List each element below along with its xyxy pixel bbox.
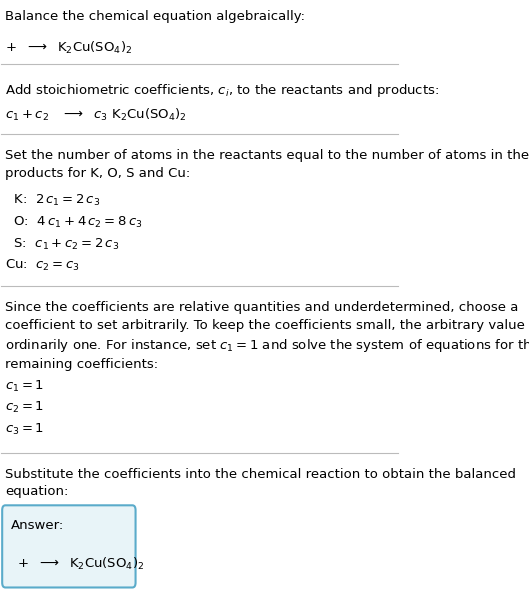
Text: $+$  $\longrightarrow$  $\mathrm{K_2Cu(SO_4)_2}$: $+$ $\longrightarrow$ $\mathrm{K_2Cu(SO_… xyxy=(17,555,144,572)
Text: Add stoichiometric coefficients, $c_i$, to the reactants and products:: Add stoichiometric coefficients, $c_i$, … xyxy=(5,82,440,99)
Text: $c_1 = 1$: $c_1 = 1$ xyxy=(5,378,44,393)
Text: Since the coefficients are relative quantities and underdetermined, choose a
coe: Since the coefficients are relative quan… xyxy=(5,301,529,371)
FancyBboxPatch shape xyxy=(2,505,135,588)
Text: $+$  $\longrightarrow$  $\mathrm{K_2Cu(SO_4)_2}$: $+$ $\longrightarrow$ $\mathrm{K_2Cu(SO_… xyxy=(5,39,133,56)
Text: Set the number of atoms in the reactants equal to the number of atoms in the
pro: Set the number of atoms in the reactants… xyxy=(5,149,529,180)
Text: $c_1 + c_2$   $\longrightarrow$  $c_3\ \mathrm{K_2Cu(SO_4)_2}$: $c_1 + c_2$ $\longrightarrow$ $c_3\ \mat… xyxy=(5,107,187,123)
Text: S:  $c_1 + c_2 = 2\,c_3$: S: $c_1 + c_2 = 2\,c_3$ xyxy=(5,237,120,251)
Text: $c_3 = 1$: $c_3 = 1$ xyxy=(5,422,44,437)
Text: K:  $2\,c_1 = 2\,c_3$: K: $2\,c_1 = 2\,c_3$ xyxy=(5,193,101,208)
Text: Cu:  $c_2 = c_3$: Cu: $c_2 = c_3$ xyxy=(5,258,80,273)
Text: Answer:: Answer: xyxy=(11,519,65,532)
Text: Balance the chemical equation algebraically:: Balance the chemical equation algebraica… xyxy=(5,10,305,24)
Text: $c_2 = 1$: $c_2 = 1$ xyxy=(5,400,44,415)
Text: O:  $4\,c_1 + 4\,c_2 = 8\,c_3$: O: $4\,c_1 + 4\,c_2 = 8\,c_3$ xyxy=(5,215,143,230)
Text: Substitute the coefficients into the chemical reaction to obtain the balanced
eq: Substitute the coefficients into the che… xyxy=(5,468,516,498)
